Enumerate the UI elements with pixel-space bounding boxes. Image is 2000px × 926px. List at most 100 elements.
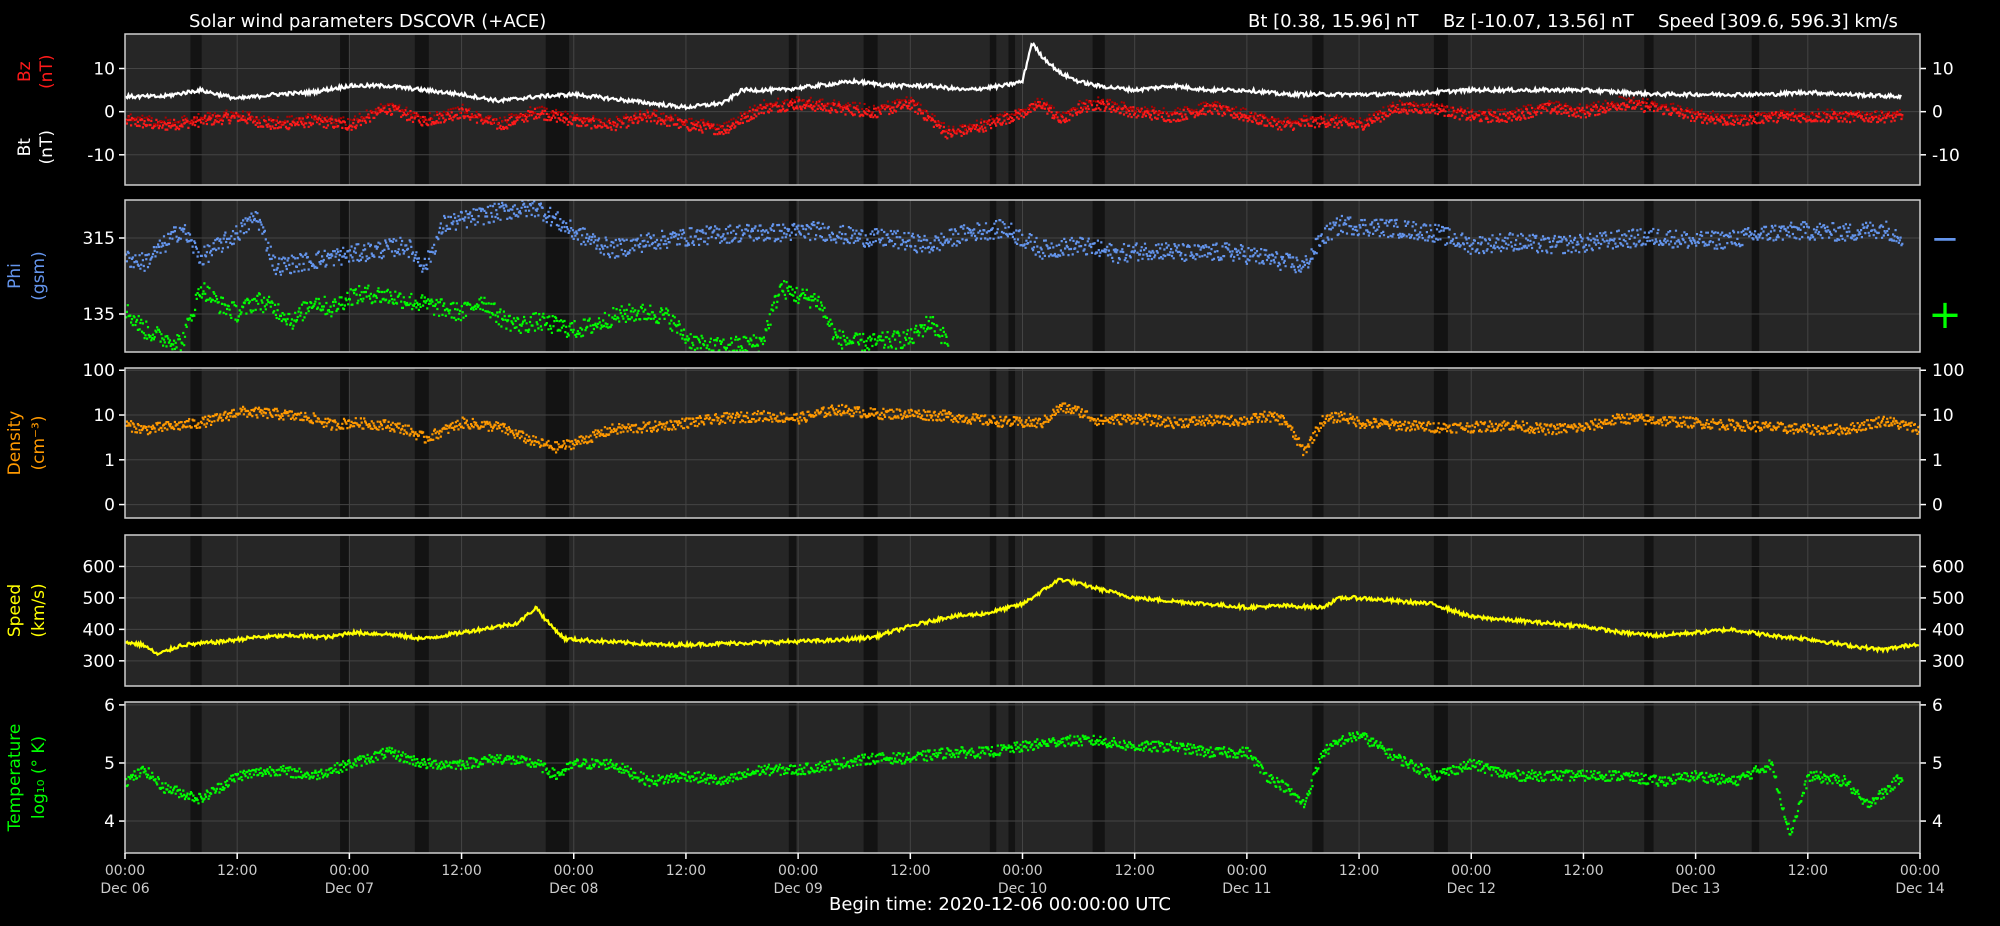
x-tick-label-date: Dec 14 xyxy=(1895,881,1944,897)
data-gap-band xyxy=(414,34,429,185)
data-gap-band xyxy=(1008,200,1016,352)
data-gap-band xyxy=(414,535,429,686)
begin-time-label: Begin time: 2020-12-06 00:00:00 UTC xyxy=(829,894,1171,915)
speed-range-label: Speed [309.6, 596.3] km/s xyxy=(1658,11,1898,32)
data-gap-band xyxy=(1312,702,1324,853)
data-gap-band xyxy=(190,200,202,352)
data-gap-band xyxy=(989,368,997,518)
y-tick-label-right: 300 xyxy=(1932,652,1964,672)
data-gap-band xyxy=(1092,200,1105,352)
y-axis-label-bt: Bt xyxy=(15,138,35,157)
y-axis-label: Temperature xyxy=(5,724,25,833)
y-tick-label: 500 xyxy=(83,589,115,609)
data-gap-band xyxy=(788,535,797,686)
y-tick-label: 400 xyxy=(83,620,115,640)
series-group xyxy=(125,42,1904,140)
data-gap-band xyxy=(1008,34,1016,185)
bz-range-label: Bz [-10.07, 13.56] nT xyxy=(1443,11,1635,32)
x-tick-label-time: 00:00 xyxy=(778,863,818,879)
series-group xyxy=(125,200,1904,352)
panel-frame xyxy=(124,367,1921,519)
y-tick-label-right: -10 xyxy=(1932,146,1960,166)
data-gap-band xyxy=(1092,368,1105,518)
data-gap-band xyxy=(788,34,797,185)
data-gap-band xyxy=(1644,368,1654,518)
x-tick-label-time: 12:00 xyxy=(1563,863,1603,879)
y-tick-label: -10 xyxy=(87,146,115,166)
y-tick-label: 1 xyxy=(104,451,115,471)
series-bz-northward xyxy=(125,95,1904,133)
y-tick-label: 135 xyxy=(83,305,115,325)
x-tick-label-date: Dec 12 xyxy=(1447,881,1496,897)
y-tick-label: 300 xyxy=(83,652,115,672)
y-tick-label: 0 xyxy=(104,496,115,516)
data-gap-band xyxy=(989,535,997,686)
series-speed-0 xyxy=(125,577,1920,657)
phi-minus-marker: − xyxy=(1931,219,1960,259)
data-gap-band xyxy=(863,535,878,686)
series-bz-bt-0 xyxy=(125,98,1904,140)
panel-frame xyxy=(124,534,1921,687)
y-axis-unit-bt: (nT) xyxy=(37,130,57,164)
x-tick-label-time: 12:00 xyxy=(1339,863,1379,879)
y-axis-label-bz: Bz xyxy=(15,61,35,82)
panel-frame xyxy=(124,199,1921,353)
data-gap-band xyxy=(1008,702,1016,853)
y-axis-unit: log₁₀ (° K) xyxy=(29,736,49,819)
data-gap-band xyxy=(863,200,878,352)
x-axis: 00:00 Dec 06 12:00 00:00 Dec 07 12:00 00:00 Dec… xyxy=(100,853,1945,897)
y-tick-label-right: 0 xyxy=(1932,496,1943,516)
y-tick-label-right: 100 xyxy=(1932,361,1964,381)
panel-phi: 315 135 Phi (gsm) − + xyxy=(5,199,1962,353)
data-gap-band xyxy=(545,34,570,185)
data-gap-band xyxy=(414,702,429,853)
x-tick-label-date: Dec 10 xyxy=(998,881,1047,897)
data-gap-band xyxy=(1092,702,1105,853)
data-gap-band xyxy=(863,702,878,853)
data-gap-band xyxy=(1092,34,1105,185)
x-tick-label-time: 00:00 xyxy=(1675,863,1715,879)
series-group xyxy=(125,731,1904,836)
y-tick-label: 600 xyxy=(83,557,115,577)
x-tick-label-time: 12:00 xyxy=(1115,863,1155,879)
data-gap-band xyxy=(1312,535,1324,686)
data-gap-band xyxy=(1433,702,1448,853)
series-phi-1 xyxy=(125,280,950,352)
x-tick-label-time: 00:00 xyxy=(1900,863,1940,879)
data-gap-band xyxy=(989,34,997,185)
y-tick-label: 315 xyxy=(83,229,115,249)
data-gap-band xyxy=(340,200,350,352)
data-gap-band xyxy=(1433,200,1448,352)
data-gap-band xyxy=(1433,535,1448,686)
data-gap-band xyxy=(989,702,997,853)
x-tick-label-time: 00:00 xyxy=(554,863,594,879)
y-tick-label-right: 4 xyxy=(1932,812,1943,832)
data-gap-band xyxy=(190,34,202,185)
y-axis-label: Speed xyxy=(5,584,25,637)
y-tick-label-right: 400 xyxy=(1932,620,1964,640)
data-gap-band xyxy=(1644,535,1654,686)
y-tick-label: 6 xyxy=(104,696,115,716)
data-gap-band xyxy=(989,200,997,352)
series-phi-0 xyxy=(125,200,1904,276)
x-tick-label-date: Dec 08 xyxy=(549,881,598,897)
y-tick-label-right: 10 xyxy=(1932,406,1954,426)
y-tick-label-right: 1 xyxy=(1932,451,1943,471)
y-tick-label-right: 500 xyxy=(1932,589,1964,609)
data-gap-band xyxy=(1433,368,1448,518)
y-axis-unit-bz: (nT) xyxy=(37,55,57,89)
x-tick-label-date: Dec 07 xyxy=(325,881,374,897)
data-gap-band xyxy=(190,702,202,853)
data-gap-band xyxy=(190,535,202,686)
data-gap-band xyxy=(1008,368,1016,518)
data-gap-band xyxy=(1644,200,1654,352)
y-tick-label: 5 xyxy=(104,754,115,774)
chart-title: Solar wind parameters DSCOVR (+ACE) xyxy=(189,11,546,32)
y-axis-unit: (km/s) xyxy=(29,583,49,637)
x-tick-label-time: 12:00 xyxy=(666,863,706,879)
y-tick-label-right: 600 xyxy=(1932,557,1964,577)
data-gap-band xyxy=(545,535,570,686)
data-gap-band xyxy=(340,702,350,853)
data-gap-band xyxy=(1751,702,1760,853)
panel-temperature: 6 6 5 5 4 4 Temperature log₁₀ (° K) xyxy=(5,696,1943,854)
